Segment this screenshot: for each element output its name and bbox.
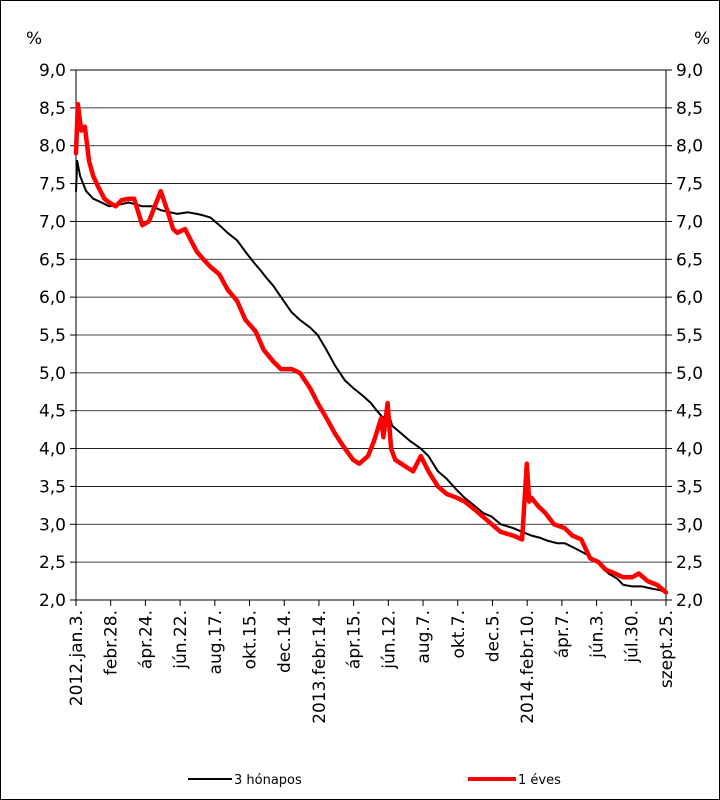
legend: 3 hónapos 1 éves xyxy=(188,773,561,788)
x-tick-label: szept.25. xyxy=(657,610,677,688)
x-tick-label: jún.12. xyxy=(379,610,399,670)
x-tick-label: jún.3. xyxy=(588,610,608,659)
x-tick-label: dec.5. xyxy=(483,610,503,662)
x-tick-label: okt.15. xyxy=(241,610,261,669)
y-tick-label-left: 6,0 xyxy=(39,288,66,308)
x-tick-label: júl.30. xyxy=(622,610,642,664)
y-tick-label-left: 3,5 xyxy=(39,477,66,497)
y-tick-label-right: 5,0 xyxy=(676,364,703,384)
grid-lines xyxy=(76,69,666,601)
x-tick-label: okt.7. xyxy=(449,610,469,659)
legend-label-1-eves: 1 éves xyxy=(518,773,561,788)
x-tick-label: 2012.jan.3. xyxy=(67,610,87,706)
y-tick-label-right: 9,0 xyxy=(676,61,703,81)
series-line-3-honapos xyxy=(75,159,667,594)
y-axis-right: 2,0 2,5 3,0 3,5 4,0 4,5 5,0 5,5 6,0 6,5 7,0 7,5 8,0 8… xyxy=(666,61,703,611)
y-tick-label-left: 5,5 xyxy=(39,326,66,346)
y-tick-label-left: 7,0 xyxy=(39,212,66,232)
series-group xyxy=(73,101,669,595)
x-tick-label: febr.28. xyxy=(102,610,122,675)
x-axis: 2012.jan.3. febr.28. ápr.24. jún.22. aug.17.… xyxy=(67,600,677,724)
y-axis-left: 2,0 2,5 3,0 3,5 4,0 4,5 5,0 5,5 6,0 6,5 7,0 7,5 8,0 8… xyxy=(39,61,76,611)
x-tick-label: 2014.febr.10. xyxy=(518,610,538,724)
y-tick-label-left: 8,5 xyxy=(39,99,66,119)
y-tick-label-left: 4,0 xyxy=(39,440,66,460)
y-tick-label-left: 7,5 xyxy=(39,175,66,195)
y-tick-label-left: 3,0 xyxy=(39,515,66,535)
legend-label-3-honapos: 3 hónapos xyxy=(234,773,302,788)
y-tick-label-right: 7,0 xyxy=(676,212,703,232)
y-tick-label-right: 4,0 xyxy=(676,440,703,460)
x-tick-label: ápr.24. xyxy=(136,610,156,669)
y-tick-label-left: 5,0 xyxy=(39,364,66,384)
y-unit-right: % xyxy=(694,29,710,49)
y-tick-label-right: 6,0 xyxy=(676,288,703,308)
y-unit-left: % xyxy=(26,29,42,49)
x-tick-label: jún.22. xyxy=(171,610,191,670)
y-tick-label-left: 4,5 xyxy=(39,402,66,422)
y-tick-label-left: 8,0 xyxy=(39,137,66,157)
y-tick-label-right: 8,0 xyxy=(676,137,703,157)
x-tick-label: ápr.7. xyxy=(553,610,573,658)
y-tick-label-right: 4,5 xyxy=(676,402,703,422)
y-tick-label-right: 7,5 xyxy=(676,175,703,195)
y-tick-label-right: 8,5 xyxy=(676,99,703,119)
x-tick-label: ápr.15. xyxy=(345,610,365,669)
y-tick-label-left: 9,0 xyxy=(39,61,66,81)
y-tick-label-left: 2,5 xyxy=(39,553,66,573)
y-tick-label-left: 6,5 xyxy=(39,250,66,270)
series-line-1-eves xyxy=(73,101,669,595)
y-tick-label-right: 5,5 xyxy=(676,326,703,346)
x-tick-label: 2013.febr.14. xyxy=(310,610,330,724)
x-tick-label: dec.14. xyxy=(275,610,295,673)
y-tick-label-right: 3,0 xyxy=(676,515,703,535)
y-tick-label-right: 3,5 xyxy=(676,477,703,497)
y-tick-label-right: 6,5 xyxy=(676,250,703,270)
y-tick-label-left: 2,0 xyxy=(39,591,66,611)
y-tick-label-right: 2,0 xyxy=(676,591,703,611)
x-tick-label: aug.17. xyxy=(206,610,226,674)
y-tick-label-right: 2,5 xyxy=(676,553,703,573)
x-tick-label: aug.7. xyxy=(414,610,434,664)
